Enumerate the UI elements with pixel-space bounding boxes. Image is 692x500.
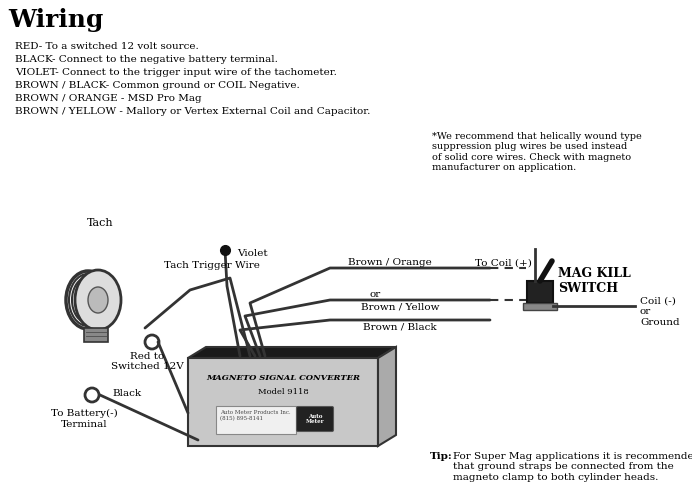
Circle shape <box>145 335 159 349</box>
Text: To Battery(-)
Terminal: To Battery(-) Terminal <box>51 409 118 428</box>
Text: For Super Mag applications it is recommended
that ground straps be connected fro: For Super Mag applications it is recomme… <box>453 452 692 482</box>
Text: Black: Black <box>112 388 141 398</box>
Ellipse shape <box>75 270 121 330</box>
FancyBboxPatch shape <box>296 406 334 432</box>
Bar <box>188 358 378 446</box>
Text: MAGNETO SIGNAL CONVERTER: MAGNETO SIGNAL CONVERTER <box>206 374 360 382</box>
Text: Tach: Tach <box>86 218 113 228</box>
Text: BROWN / ORANGE - MSD Pro Mag: BROWN / ORANGE - MSD Pro Mag <box>15 94 201 103</box>
Text: Auto
Meter: Auto Meter <box>306 414 325 424</box>
Text: Brown / Orange: Brown / Orange <box>348 258 432 267</box>
Text: To Coil (+): To Coil (+) <box>475 258 532 268</box>
Text: Brown / Yellow: Brown / Yellow <box>361 303 439 312</box>
Bar <box>84 328 108 342</box>
Text: Wiring: Wiring <box>8 8 103 32</box>
Text: VIOLET- Connect to the trigger input wire of the tachometer.: VIOLET- Connect to the trigger input wir… <box>15 68 337 77</box>
Text: RED- To a switched 12 volt source.: RED- To a switched 12 volt source. <box>15 42 199 51</box>
Circle shape <box>85 388 99 402</box>
Text: BROWN / BLACK- Common ground or COIL Negative.: BROWN / BLACK- Common ground or COIL Neg… <box>15 81 300 90</box>
Polygon shape <box>378 347 396 446</box>
Bar <box>527 281 553 303</box>
Text: Brown / Black: Brown / Black <box>363 322 437 331</box>
Text: MAG KILL
SWITCH: MAG KILL SWITCH <box>558 267 630 295</box>
Text: BROWN / YELLOW - Mallory or Vertex External Coil and Capacitor.: BROWN / YELLOW - Mallory or Vertex Exter… <box>15 107 370 116</box>
Text: BLACK- Connect to the negative battery terminal.: BLACK- Connect to the negative battery t… <box>15 55 278 64</box>
Polygon shape <box>188 347 396 358</box>
Text: Tip:: Tip: <box>430 452 453 461</box>
Bar <box>523 303 557 310</box>
Text: *We recommend that helically wound type
suppression plug wires be used instead
o: *We recommend that helically wound type … <box>432 132 641 172</box>
Text: Auto Meter Products Inc.
(815) 895-8141: Auto Meter Products Inc. (815) 895-8141 <box>220 410 291 421</box>
Text: Tach Trigger Wire: Tach Trigger Wire <box>164 262 260 270</box>
Bar <box>216 406 296 434</box>
Text: Model 9118: Model 9118 <box>257 388 309 396</box>
Text: Violet: Violet <box>237 250 268 258</box>
Text: Red to
Switched 12V: Red to Switched 12V <box>111 352 183 372</box>
Ellipse shape <box>88 287 108 313</box>
Text: Coil (-)
or
Ground: Coil (-) or Ground <box>640 297 680 327</box>
Text: or: or <box>370 290 381 299</box>
